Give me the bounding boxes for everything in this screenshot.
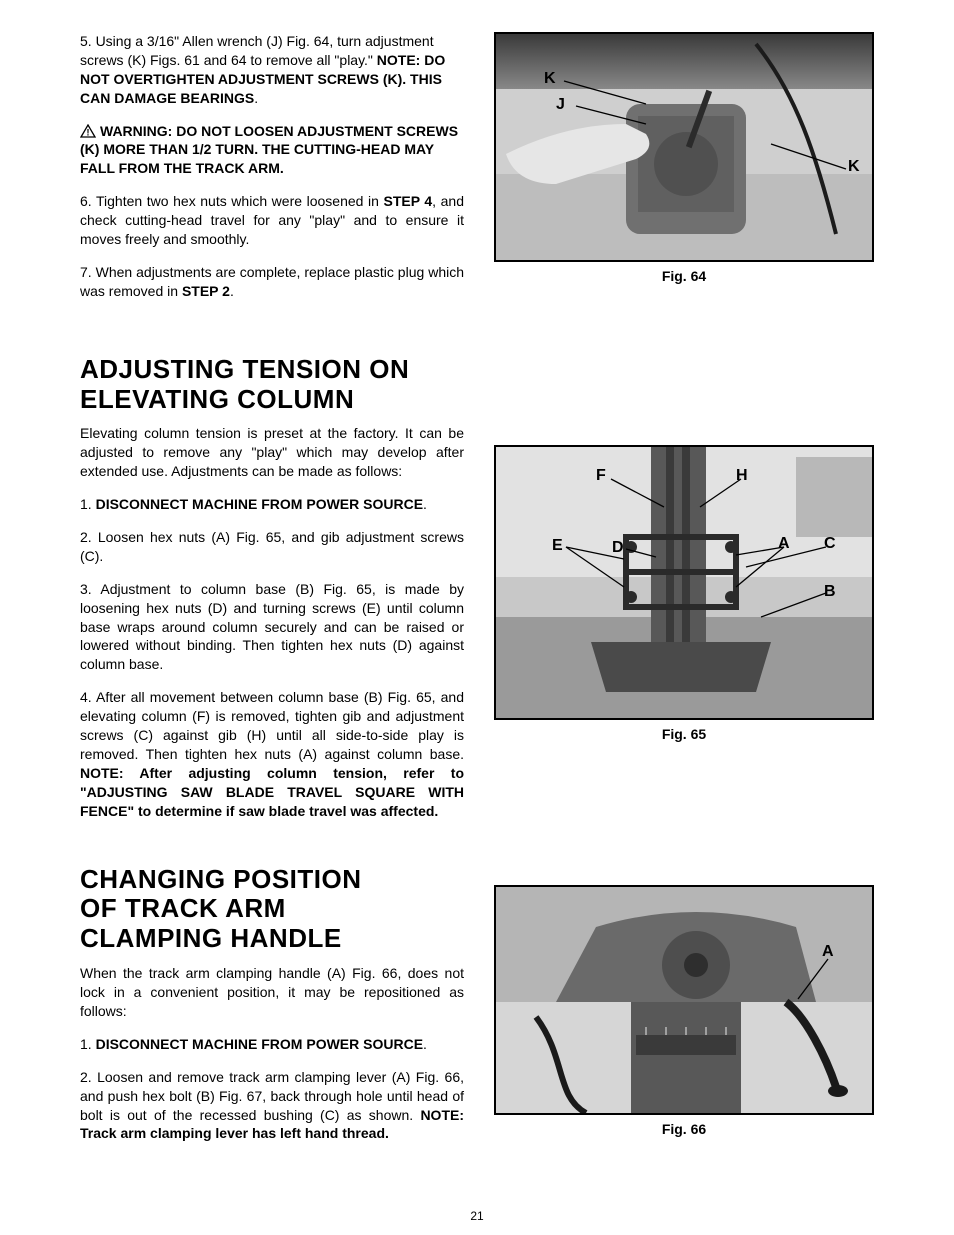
figure-64: K J K <box>494 32 874 262</box>
step-7-b: . <box>230 283 234 299</box>
tension-step4: 4. After all movement between column bas… <box>80 688 464 820</box>
fig66-caption: Fig. 66 <box>494 1121 874 1137</box>
step-5-note-end: . <box>254 90 258 106</box>
clamp-intro: When the track arm clamping handle (A) F… <box>80 964 464 1021</box>
warning-icon: ! <box>80 124 96 138</box>
figure-65: F H E D A C B <box>494 445 874 720</box>
fig65-caption: Fig. 65 <box>494 726 874 742</box>
clamp-step1-num: 1. <box>80 1036 96 1052</box>
fig64-label-j: J <box>556 96 565 114</box>
step-7-a: 7. When adjustments are complete, replac… <box>80 264 464 299</box>
section-tension: ADJUSTING TENSION ON ELEVATING COLUMN El… <box>80 355 874 835</box>
tension-step3: 3. Adjustment to column base (B) Fig. 65… <box>80 580 464 674</box>
heading-clamp-l3: CLAMPING HANDLE <box>80 923 342 953</box>
left-column-1: 5. Using a 3/16" Allen wrench (J) Fig. 6… <box>80 32 464 315</box>
section-top: 5. Using a 3/16" Allen wrench (J) Fig. 6… <box>80 32 874 315</box>
tension-step4-note: NOTE: After adjusting column tension, re… <box>80 765 464 819</box>
step-7-step: STEP 2 <box>182 283 230 299</box>
warning-text: WARNING: DO NOT LOOSEN ADJUSTMENT SCREWS… <box>80 123 458 177</box>
fig64-label-k1: K <box>544 70 556 88</box>
tension-step4-a: 4. After all movement between column bas… <box>80 689 464 762</box>
clamp-step1-end: . <box>423 1036 427 1052</box>
svg-text:!: ! <box>87 127 90 137</box>
tension-step1-end: . <box>423 496 427 512</box>
tension-step1: 1. DISCONNECT MACHINE FROM POWER SOURCE. <box>80 495 464 514</box>
warning-line: ! WARNING: DO NOT LOOSEN ADJUSTMENT SCRE… <box>80 122 464 179</box>
heading-tension-l2: ELEVATING COLUMN <box>80 384 354 414</box>
tension-step2: 2. Loosen hex nuts (A) Fig. 65, and gib … <box>80 528 464 566</box>
right-column-2: F H E D A C B Fig. 65 <box>494 355 874 835</box>
step-6-step: STEP 4 <box>383 193 432 209</box>
clamp-step1: 1. DISCONNECT MACHINE FROM POWER SOURCE. <box>80 1035 464 1054</box>
fig65-label-b: B <box>824 583 836 601</box>
right-column-3: A Fig. 66 <box>494 865 874 1158</box>
heading-tension: ADJUSTING TENSION ON ELEVATING COLUMN <box>80 355 464 415</box>
tension-step1-text: DISCONNECT MACHINE FROM POWER SOURCE <box>96 496 423 512</box>
clamp-step2-a: 2. Loosen and remove track arm clamping … <box>80 1069 464 1123</box>
fig65-label-e: E <box>552 537 563 555</box>
left-column-2: ADJUSTING TENSION ON ELEVATING COLUMN El… <box>80 355 464 835</box>
fig65-label-f: F <box>596 467 606 485</box>
section-clamp: CHANGING POSITION OF TRACK ARM CLAMPING … <box>80 865 874 1158</box>
fig65-label-d: D <box>612 539 624 557</box>
tension-step1-num: 1. <box>80 496 96 512</box>
step-6-a: 6. Tighten two hex nuts which were loose… <box>80 193 383 209</box>
figure-64-svg <box>496 34 872 260</box>
left-column-3: CHANGING POSITION OF TRACK ARM CLAMPING … <box>80 865 464 1158</box>
right-column-1: K J K Fig. 64 <box>494 32 874 315</box>
page-number: 21 <box>0 1209 954 1223</box>
fig64-label-k2: K <box>848 158 860 176</box>
fig65-label-a: A <box>778 535 790 553</box>
figure-65-svg <box>496 447 872 718</box>
fig66-label-a: A <box>822 943 834 961</box>
clamp-step2: 2. Loosen and remove track arm clamping … <box>80 1068 464 1144</box>
fig65-label-c: C <box>824 535 836 553</box>
step-6: 6. Tighten two hex nuts which were loose… <box>80 192 464 249</box>
clamp-step1-text: DISCONNECT MACHINE FROM POWER SOURCE <box>96 1036 423 1052</box>
page: 5. Using a 3/16" Allen wrench (J) Fig. 6… <box>0 0 954 1235</box>
step-5: 5. Using a 3/16" Allen wrench (J) Fig. 6… <box>80 32 464 108</box>
fig65-label-h: H <box>736 467 748 485</box>
heading-clamp: CHANGING POSITION OF TRACK ARM CLAMPING … <box>80 865 464 955</box>
figure-66-svg <box>496 887 872 1113</box>
fig64-caption: Fig. 64 <box>494 268 874 284</box>
heading-clamp-l1: CHANGING POSITION <box>80 864 362 894</box>
heading-tension-l1: ADJUSTING TENSION ON <box>80 354 409 384</box>
tension-intro: Elevating column tension is preset at th… <box>80 424 464 481</box>
heading-clamp-l2: OF TRACK ARM <box>80 893 286 923</box>
figure-66: A <box>494 885 874 1115</box>
step-7: 7. When adjustments are complete, replac… <box>80 263 464 301</box>
